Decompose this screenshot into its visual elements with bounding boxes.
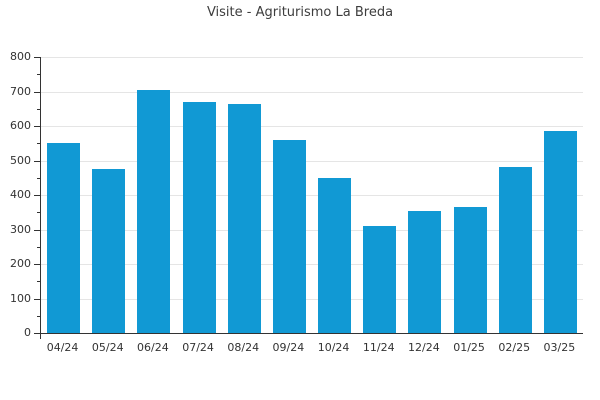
x-tick-label: 12/24 [408,341,440,354]
x-tick-label: 07/24 [182,341,214,354]
y-minor-tick [37,281,40,283]
y-tick-label: 500 [10,153,31,167]
x-tick-label: 10/24 [317,341,350,354]
y-tick-label: 300 [10,222,31,236]
gridline-y200 [41,264,583,265]
plot-area [40,57,583,334]
y-tick-label: 800 [10,50,31,63]
bar-11-24[interactable] [363,226,397,333]
bar-02-25[interactable] [498,167,532,333]
y-minor-tick [37,177,40,179]
bar-08-24[interactable] [227,103,261,333]
bar-10-24[interactable] [318,177,352,333]
gridline-y700 [41,91,583,93]
gridline-y800 [41,57,583,58]
bar-09-24[interactable] [272,139,306,333]
x-tick-label: 11/24 [362,341,395,354]
x-tick-label: 05/24 [91,341,124,354]
y-major-tick [34,298,40,300]
y-tick-label: 0 [24,326,31,339]
x-axis-edge-tick [40,334,41,339]
bar-06-24[interactable] [137,89,171,333]
y-major-tick [34,57,40,58]
x-tick-label: 04/24 [46,341,79,354]
bar-01-25[interactable] [453,207,487,333]
y-tick-label: 200 [10,257,31,270]
bar-12-24[interactable] [408,210,442,333]
y-tick-label: 400 [10,188,31,201]
gridline-y300 [41,229,583,231]
x-tick-label: 02/25 [498,341,531,354]
bar-05-24[interactable] [92,169,126,333]
y-minor-tick [37,315,40,317]
y-tick-label: 700 [10,84,31,98]
gridline-y100 [41,298,583,300]
y-major-tick [34,264,40,265]
x-tick-label: 01/25 [453,341,485,354]
gridline-y600 [41,126,583,127]
y-major-tick [34,126,40,127]
bar-07-24[interactable] [182,101,216,333]
y-minor-tick [37,108,40,110]
x-tick-label: 03/25 [543,341,576,354]
y-minor-tick [37,212,40,214]
x-tick-label: 06/24 [137,341,169,354]
chart-title: Visite - Agriturismo La Breda [206,5,394,20]
bar-03-25[interactable] [543,131,577,333]
y-major-tick [34,160,40,162]
bar-04-24[interactable] [47,143,81,333]
y-major-tick [34,195,40,196]
y-tick-label: 600 [10,119,31,132]
y-major-tick [34,333,40,334]
y-minor-tick [37,246,40,248]
y-major-tick [34,91,40,93]
y-minor-tick [37,143,40,145]
gridline-y500 [41,160,583,162]
x-tick-label: 09/24 [272,341,305,354]
gridline-y400 [41,195,583,196]
y-minor-tick [37,74,40,76]
y-tick-label: 100 [10,291,31,305]
y-major-tick [34,229,40,231]
x-tick-label: 08/24 [227,341,260,354]
